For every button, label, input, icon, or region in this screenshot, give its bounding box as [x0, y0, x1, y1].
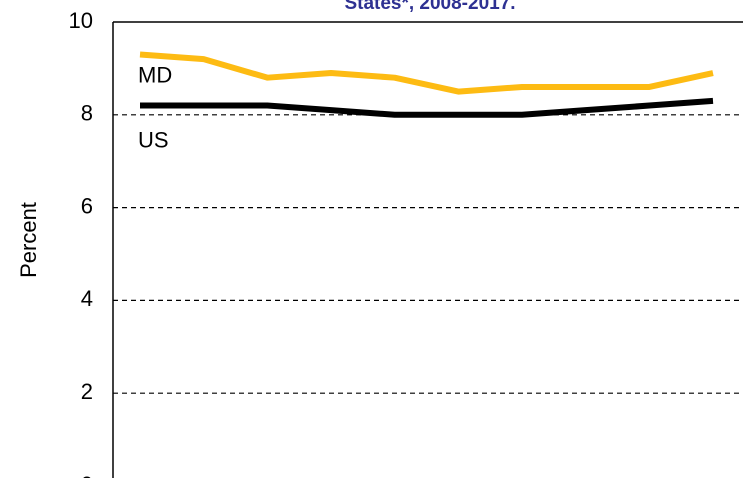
y-tick-label: 4 [81, 286, 93, 311]
chart-title: States*, 2008-2017. [344, 0, 515, 14]
y-tick-label: 10 [69, 8, 93, 33]
y-tick-label: 8 [81, 101, 93, 126]
series-label: MD [138, 62, 172, 87]
series-label: US [138, 127, 169, 152]
y-tick-label: 2 [81, 379, 93, 404]
line-series [139, 51, 714, 95]
line-series [140, 97, 714, 118]
y-tick-label: 6 [81, 193, 93, 218]
y-axis-label: Percent [16, 202, 41, 278]
y-tick-label: 0 [81, 472, 93, 478]
